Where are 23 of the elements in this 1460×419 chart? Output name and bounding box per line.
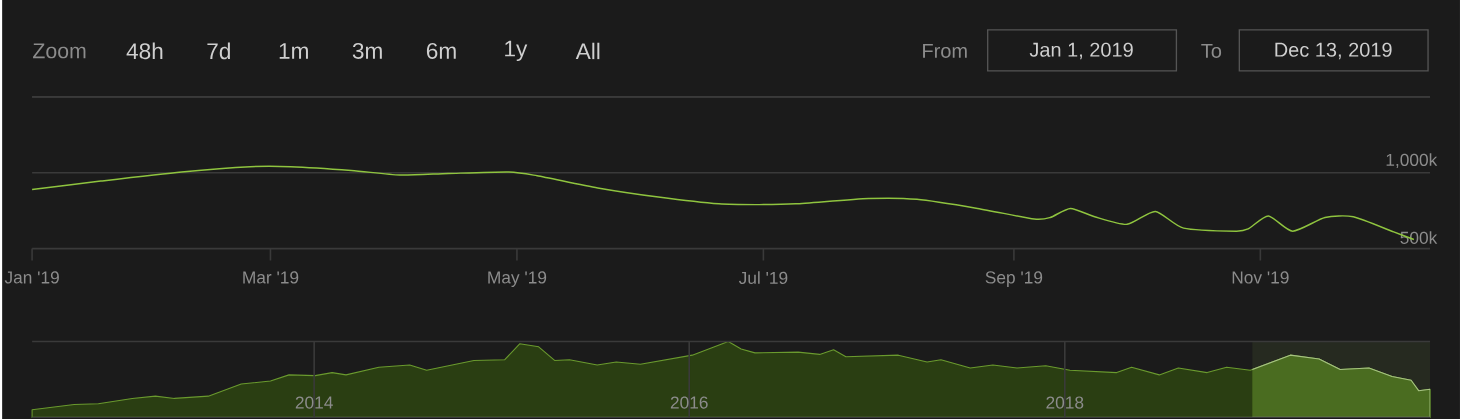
text: From bbox=[923, 43, 967, 58]
x-tick-label: Mar '19 bbox=[243, 271, 299, 284]
y-tick-label: 500k bbox=[1400, 231, 1438, 244]
text: Zoom bbox=[33, 43, 86, 59]
x-tick-label: 2014 bbox=[295, 396, 333, 409]
text: 1m bbox=[279, 42, 308, 59]
x-tick-label: May '19 bbox=[488, 271, 547, 287]
text: To bbox=[1201, 43, 1222, 58]
text: Dec 13, 2019 bbox=[1275, 42, 1392, 59]
text: All bbox=[575, 42, 600, 59]
y-tick-label: 1,000k bbox=[1386, 153, 1438, 168]
x-tick-label: Jul '19 bbox=[738, 271, 788, 284]
text: Jan 1, 2019 bbox=[1029, 42, 1133, 59]
x-tick-label: Jan '19 bbox=[4, 271, 59, 284]
text: 3m bbox=[352, 42, 382, 59]
x-tick-label: Sep '19 bbox=[985, 271, 1043, 287]
text: 1y bbox=[505, 40, 528, 61]
text: 7d bbox=[207, 42, 230, 60]
x-tick-label: Nov '19 bbox=[1232, 271, 1289, 284]
text: 48h bbox=[126, 42, 163, 60]
text: 6m bbox=[426, 42, 456, 59]
x-tick-label: 2018 bbox=[1046, 396, 1084, 409]
x-tick-label: 2016 bbox=[670, 396, 708, 409]
